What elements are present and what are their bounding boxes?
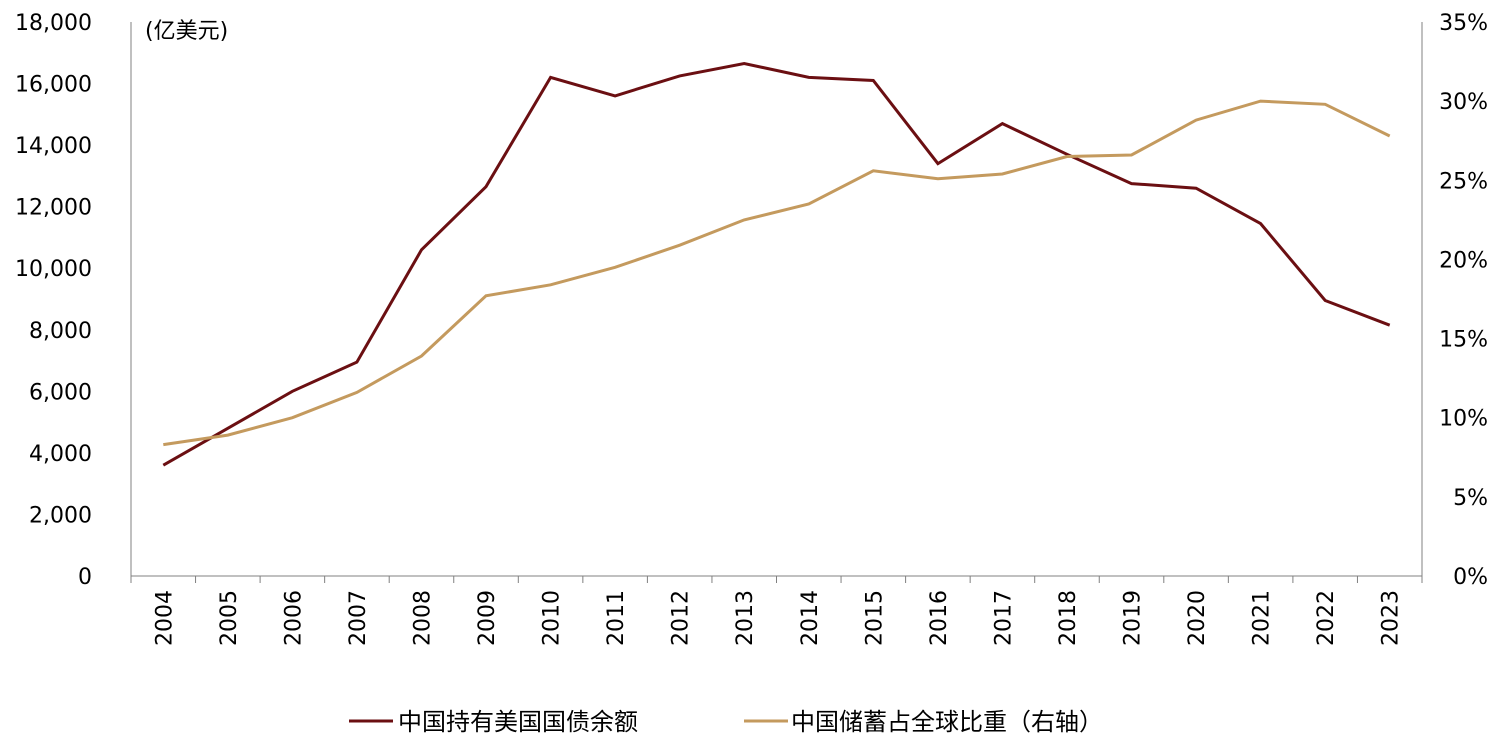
x-axis-tick-label: 2010 [540, 590, 565, 646]
legend-label-treasury-holdings: 中国持有美国国债余额 [398, 708, 638, 736]
x-axis-tick-label: 2007 [346, 590, 371, 646]
x-axis-tick-label: 2016 [927, 590, 952, 646]
x-axis-tick-label: 2022 [1314, 590, 1339, 646]
legend: 中国持有美国国债余额 中国储蓄占全球比重（右轴） [349, 708, 1103, 736]
x-axis-tick-label: 2012 [669, 590, 694, 646]
x-axis-tick-label: 2021 [1250, 590, 1275, 646]
right-axis-tick-label: 10% [1439, 407, 1488, 432]
right-axis-tick-label: 0% [1453, 565, 1488, 590]
left-axis-tick-label: 8,000 [29, 319, 92, 344]
left-axis-tick-label: 2,000 [29, 503, 92, 528]
x-axis-tick-label: 2004 [152, 590, 177, 646]
x-axis-tick-label: 2005 [217, 590, 242, 646]
x-axis-tick-label: 2017 [991, 590, 1016, 646]
x-axis-tick-label: 2015 [862, 590, 887, 646]
left-axis-tick-label: 10,000 [15, 257, 92, 282]
legend-label-savings-share: 中国储蓄占全球比重（右轴） [791, 708, 1103, 736]
x-axis-tick-label: 2006 [281, 590, 306, 646]
left-axis-unit-label: (亿美元) [145, 19, 228, 44]
right-axis-tick-label: 20% [1439, 248, 1488, 273]
right-axis-tick-label: 15% [1439, 328, 1488, 353]
right-axis-tick-labels: 0% 5% 10% 15% 20% 25% 30% 35% [1439, 11, 1488, 590]
left-axis-tick-label: 6,000 [29, 380, 92, 405]
x-axis-tick-labels: 2004 2005 2006 2007 2008 2009 2010 2011 2012 2013… [152, 590, 1403, 646]
axes [130, 22, 1423, 583]
series-line-treasury-holdings [162, 61, 1391, 467]
series-lines [162, 61, 1391, 467]
series-line-savings-share [163, 99, 1391, 447]
left-axis-tick-label: 0 [78, 565, 92, 590]
x-axis-tick-label: 2008 [410, 590, 435, 646]
x-axis-tick-label: 2014 [798, 590, 823, 646]
left-axis-tick-label: 12,000 [15, 196, 92, 221]
left-axis-tick-labels: 0 2,000 4,000 6,000 8,000 10,000 12,000 14,000 1… [15, 11, 92, 590]
left-axis-tick-label: 14,000 [15, 134, 92, 159]
right-axis-tick-label: 25% [1439, 169, 1488, 194]
x-axis-tick-label: 2019 [1121, 590, 1146, 646]
left-axis-tick-label: 16,000 [15, 73, 92, 98]
right-axis-tick-label: 30% [1439, 90, 1488, 115]
x-axis-tick-label: 2018 [1056, 590, 1081, 646]
left-axis-tick-label: 18,000 [15, 11, 92, 36]
left-axis-tick-label: 4,000 [29, 442, 92, 467]
x-axis-tick-label: 2011 [604, 590, 629, 646]
right-axis-tick-label: 35% [1439, 11, 1488, 36]
x-axis-tick-label: 2013 [733, 590, 758, 646]
x-axis-tick-label: 2020 [1185, 590, 1210, 646]
x-axis-tick-label: 2009 [475, 590, 500, 646]
right-axis-tick-label: 5% [1453, 486, 1488, 511]
x-axis-tick-label: 2023 [1379, 590, 1404, 646]
